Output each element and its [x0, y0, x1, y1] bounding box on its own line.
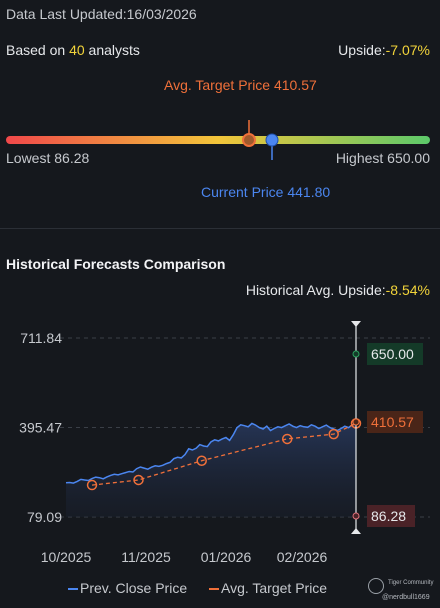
analyst-count: Based on 40 analysts — [6, 42, 140, 58]
x-tick-label: 02/2026 — [277, 549, 328, 565]
target-price-line — [91, 422, 357, 486]
historical-forecast-chart: 711.84 395.47 79.09 10/2025 11/2025 01/2026 0… — [19, 321, 430, 565]
y-tick-label: 395.47 — [19, 419, 62, 435]
legend-target[interactable]: Avg. Target Price — [209, 580, 327, 596]
marker-tag — [367, 411, 423, 433]
target-point — [281, 433, 293, 445]
brand-name: Tiger Community — [388, 580, 434, 586]
scale-bottom-arrow — [351, 528, 361, 534]
target-point — [196, 455, 207, 466]
upside: Upside:-7.07% — [338, 42, 430, 58]
brand-user: @nerdbull1669 — [382, 594, 430, 601]
historical-upside: Historical Avg. Upside:-8.54% — [245, 282, 430, 298]
current-marker — [265, 133, 279, 147]
price-range-bar — [6, 120, 430, 160]
marker-dot — [352, 350, 360, 358]
highest-label: Highest 650.00 — [335, 150, 430, 166]
analyst-count-value: 40 — [69, 42, 85, 58]
upside-value: -7.07% — [385, 42, 430, 58]
x-tick-label: 11/2025 — [121, 549, 171, 565]
marker-dot — [352, 418, 360, 426]
target-point — [328, 428, 339, 440]
target-point — [86, 479, 98, 491]
marker-label: 410.57 — [371, 414, 414, 430]
scale-top-arrow — [351, 321, 361, 327]
current-price-label: Current Price 441.80 — [201, 184, 331, 200]
x-tick-label: 01/2026 — [201, 549, 252, 565]
section-divider — [0, 228, 440, 229]
target-point — [133, 474, 144, 486]
marker-label: 650.00 — [371, 346, 414, 362]
y-tick-label: 711.84 — [20, 330, 62, 346]
marker-tag — [367, 505, 415, 527]
target-marker — [242, 133, 256, 147]
historical-upside-value: -8.54% — [385, 282, 430, 298]
close-price-line — [65, 422, 357, 484]
x-tick-label: 10/2025 — [41, 549, 92, 565]
last-updated: Data Last Updated:16/03/2026 — [6, 6, 197, 22]
brand-watermark: Tiger Community @nerdbull1669 — [368, 576, 438, 606]
marker-tag — [367, 343, 423, 365]
tiger-logo-icon — [368, 578, 384, 594]
historical-title: Historical Forecasts Comparison — [6, 256, 226, 272]
marker-dot — [352, 512, 360, 520]
avg-target-label: Avg. Target Price 410.57 — [164, 77, 317, 93]
chart-legend: Prev. Close Price Avg. Target Price — [68, 580, 345, 596]
lowest-label: Lowest 86.28 — [6, 150, 90, 166]
y-tick-label: 79.09 — [27, 509, 62, 525]
range-track — [6, 136, 430, 144]
marker-label: 86.28 — [371, 508, 406, 524]
legend-close[interactable]: Prev. Close Price — [68, 580, 187, 596]
close-price-area — [66, 423, 356, 517]
